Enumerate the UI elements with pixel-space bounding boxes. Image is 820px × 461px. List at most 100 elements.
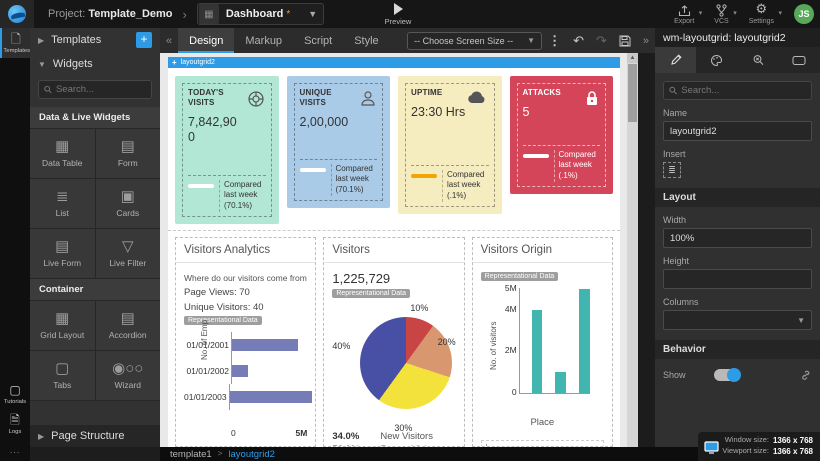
analytics-cards-row[interactable]: Visitors Analytics Where do our visitors… [168, 231, 620, 447]
widget-tile-cards[interactable]: ▣ Cards [95, 179, 160, 228]
collapse-right-panel-button[interactable]: » [642, 34, 649, 47]
breadcrumb-item[interactable]: layoutgrid2 [228, 448, 275, 460]
size-tooltip: Window size: 1366 x 768 Viewport size: 136… [698, 431, 820, 461]
pencil-icon [670, 54, 682, 65]
tab-device[interactable] [779, 47, 820, 73]
preview-button[interactable]: Preview [378, 3, 418, 26]
page-selector-dropdown[interactable]: ▦ Dashboard * ▼ [196, 3, 325, 25]
wavemaker-logo[interactable] [0, 0, 34, 28]
scroll-up-arrow[interactable]: ▲ [627, 53, 638, 63]
show-toggle[interactable] [713, 368, 741, 382]
column-bar [579, 289, 590, 393]
tab-styles[interactable] [696, 47, 737, 73]
card-title: Visitors [324, 238, 464, 263]
visitors-origin-card[interactable]: Visitors Origin Representational Data No… [471, 237, 613, 447]
widget-tile-list[interactable]: ≣ List [30, 179, 95, 228]
collapse-left-panel-button[interactable]: « [166, 34, 173, 47]
selected-widget-bar[interactable]: + layoutgrid2 [168, 57, 620, 68]
legend-row: 34.0% New Visitors [332, 431, 455, 442]
move-icon[interactable]: + [172, 58, 177, 67]
cloud-icon [466, 90, 488, 105]
widget-tile-live-form[interactable]: ▤ Live Form [30, 229, 95, 278]
design-canvas[interactable]: + layoutgrid2 TODAY'S VISITS 7,842,900 Com… [160, 53, 655, 447]
property-search-input[interactable] [681, 85, 806, 96]
width-input[interactable] [670, 232, 805, 244]
widget-tile-tabs[interactable]: ▢ Tabs [30, 351, 95, 400]
settings-button[interactable]: ⚙ Settings ▾ [748, 0, 782, 25]
bar [229, 391, 312, 403]
metric-cards-row[interactable]: TODAY'S VISITS 7,842,900 Compared last wee… [168, 68, 620, 231]
widget-search[interactable] [38, 80, 152, 99]
chevron-right-icon: ▶ [38, 431, 45, 441]
user-avatar[interactable]: JS [794, 4, 814, 24]
funnel-icon: ▽ [121, 238, 134, 255]
tab-properties[interactable] [655, 47, 697, 73]
bind-property-icon[interactable] [800, 369, 812, 381]
property-search[interactable] [663, 81, 812, 100]
status-bar: template1 > layoutgrid2 [160, 447, 820, 461]
export-button[interactable]: Export ▾ [674, 4, 702, 25]
visitors-card[interactable]: Visitors 1,225,729 Representational Data… [323, 237, 465, 447]
columns-select[interactable]: ▼ [663, 310, 812, 330]
person-icon [360, 90, 376, 107]
breadcrumb-item[interactable]: template1 [170, 448, 212, 460]
canvas-scrollbar[interactable]: ▲ [627, 53, 638, 447]
cards-icon: ▣ [120, 188, 135, 205]
canvas-page[interactable]: + layoutgrid2 TODAY'S VISITS 7,842,900 Com… [168, 57, 620, 447]
widget-search-input[interactable] [55, 84, 146, 95]
insert-row-button[interactable]: ≣ [663, 162, 681, 178]
widget-label: Data Table [42, 158, 83, 168]
add-template-button[interactable]: + [136, 32, 152, 48]
tab-style[interactable]: Style [354, 34, 379, 47]
widget-label: Form [117, 158, 138, 168]
metric-card-unique-visits[interactable]: UNIQUE VISITS 2,00,000 Compared last week … [286, 76, 390, 208]
scrollbar-thumb[interactable] [628, 64, 637, 122]
metric-title: ATTACKS [522, 88, 561, 97]
widget-tile-accordion[interactable]: ▤ Accordion [95, 301, 160, 350]
widget-tile-form[interactable]: ▤ Form [95, 129, 160, 178]
tab-design[interactable]: Design [178, 28, 235, 53]
rail-more-button[interactable]: ... [9, 445, 21, 455]
page-name: Dashboard [225, 8, 284, 20]
window-size-value: 1366 x 768 [772, 435, 813, 445]
widget-tile-data-table[interactable]: ▦ Data Table [30, 129, 95, 178]
rail-item-templates[interactable]: 🗋 Templates [0, 28, 30, 58]
redo-button[interactable]: ↷ [595, 32, 607, 48]
tab-markup[interactable]: Markup [245, 34, 283, 47]
columns-label: Columns [663, 297, 699, 307]
templates-accordion[interactable]: ▶ Templates + [30, 28, 160, 52]
show-label: Show [663, 370, 686, 380]
y-axis-label: No. of Emp [200, 319, 209, 360]
page-structure-accordion[interactable]: ▶ Page Structure [30, 425, 160, 447]
widgets-accordion[interactable]: ▼ Widgets [38, 58, 93, 70]
tab-search-props[interactable] [738, 47, 779, 73]
rail-item-tutorials[interactable]: ▢ Tutorials [0, 379, 30, 409]
bar [232, 365, 249, 377]
widget-tile-wizard[interactable]: ◉○○ Wizard [95, 351, 160, 400]
metric-card-uptime[interactable]: UPTIME 23:30 Hrs Compared last week (.1%) [398, 76, 502, 214]
widget-tile-grid-layout[interactable]: ▦ Grid Layout [30, 301, 95, 350]
vcs-button[interactable]: VCS ▾ [714, 3, 737, 25]
metric-value: 5 [522, 105, 530, 119]
undo-button[interactable]: ↶ [573, 32, 584, 48]
name-input[interactable] [670, 125, 805, 137]
search-icon [44, 85, 52, 94]
tabs-icon: ▢ [55, 360, 70, 377]
widget-tile-live-filter[interactable]: ▽ Live Filter [95, 229, 160, 278]
legend-percent: 34.0% [332, 431, 360, 442]
metric-card-attacks[interactable]: ATTACKS 5 Compared last week (.1%) [509, 76, 613, 194]
rail-item-logs[interactable]: 🗎 Logs [0, 409, 30, 439]
kebab-menu-icon[interactable]: ⋮ [548, 32, 562, 48]
origin-table[interactable]: John Doe 20 [480, 440, 604, 446]
tab-script[interactable]: Script [304, 34, 333, 47]
visitors-analytics-card[interactable]: Visitors Analytics Where do our visitors… [175, 237, 317, 447]
category-label: 01/01/2001 [186, 340, 229, 350]
height-input[interactable] [670, 273, 805, 285]
metric-title: UPTIME [411, 88, 443, 97]
metric-card-today-s-visits[interactable]: TODAY'S VISITS 7,842,900 Compared last wee… [175, 76, 279, 224]
save-button[interactable] [613, 35, 637, 47]
metric-compare-text: Compared last week (.1%) [553, 149, 601, 182]
table-header-row[interactable] [481, 441, 603, 446]
breadcrumb[interactable]: template1 > layoutgrid2 [170, 449, 275, 460]
screen-size-dropdown[interactable]: -- Choose Screen Size -- ▼ [407, 31, 543, 50]
